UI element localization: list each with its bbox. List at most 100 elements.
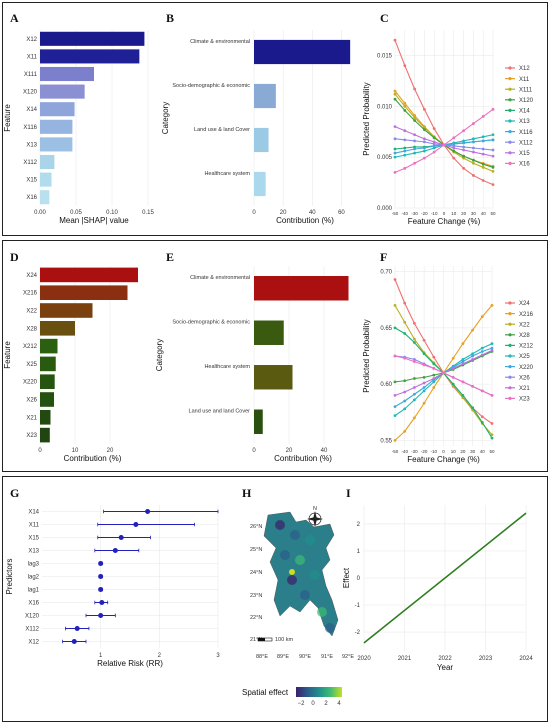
point-estimate xyxy=(98,574,104,579)
category-label: Land use and land Cover xyxy=(189,409,251,415)
panel-label: E xyxy=(166,250,174,264)
data-point xyxy=(472,161,475,165)
data-point xyxy=(403,104,407,108)
category-label: X22 xyxy=(26,309,37,315)
data-point xyxy=(403,101,407,105)
legend-tick-label: 4 xyxy=(337,701,341,707)
longitude-label: 89°E xyxy=(277,654,289,660)
data-point xyxy=(481,165,485,169)
category-label: X120 xyxy=(23,90,38,96)
legend-label: X23 xyxy=(519,397,530,403)
data-point xyxy=(403,320,407,324)
district-region xyxy=(275,520,285,530)
panel-label: G xyxy=(10,486,19,500)
x-tick-label: 20 xyxy=(286,448,293,454)
data-point xyxy=(413,337,416,341)
data-point xyxy=(472,174,475,177)
data-point xyxy=(461,362,465,366)
category-label: X14 xyxy=(28,510,39,516)
category-label: X12 xyxy=(26,37,37,43)
district-region xyxy=(305,535,315,545)
bar xyxy=(40,172,52,187)
category-label: lag2 xyxy=(28,575,40,581)
data-point xyxy=(480,415,484,419)
bar xyxy=(254,409,263,434)
y-axis-label: Feature xyxy=(3,104,12,132)
legend-marker xyxy=(508,354,512,358)
x-tick-label: 0.05 xyxy=(70,210,82,216)
longitude-label: 91°E xyxy=(321,654,333,660)
data-point xyxy=(422,375,426,379)
x-tick-label: 0 xyxy=(38,448,42,454)
category-label: lag1 xyxy=(28,588,40,594)
category-label: X16 xyxy=(28,601,39,607)
data-point xyxy=(452,136,456,140)
category-label: X15 xyxy=(26,178,37,184)
panel-f: F 0.55 0.60 0.65 0.70 -50 -40 -30 -20 -10 0 10 20 30 4… xyxy=(362,250,534,464)
forest-row xyxy=(94,600,109,605)
legend-marker xyxy=(508,343,512,347)
y-axis-label: Category xyxy=(161,102,170,134)
category-label: X16 xyxy=(26,195,37,201)
category-label: lag3 xyxy=(28,562,40,568)
bar xyxy=(40,303,93,318)
panel-d: D X24 X216 X22 X28 X212 X25 X220 X26 X21 X23 0 10 20C… xyxy=(3,250,138,463)
category-label: X220 xyxy=(23,380,38,386)
point-estimate xyxy=(99,600,105,605)
data-point xyxy=(491,165,495,169)
data-point xyxy=(432,366,436,370)
legend-label: X220 xyxy=(519,365,534,371)
data-point xyxy=(423,140,426,144)
forest-row xyxy=(98,587,104,592)
legend-label: X120 xyxy=(519,98,534,104)
category-label: X24 xyxy=(26,273,37,279)
data-point xyxy=(413,116,416,119)
data-point xyxy=(452,144,456,148)
category-label: X116 xyxy=(23,125,37,131)
data-point xyxy=(432,150,436,154)
data-point xyxy=(451,356,455,360)
category-label: X13 xyxy=(28,549,39,555)
data-point xyxy=(432,136,436,140)
category-label: X112 xyxy=(23,160,37,166)
category-label: Socio-demographic & economic xyxy=(172,320,250,326)
data-point xyxy=(413,119,416,122)
bar xyxy=(40,410,51,425)
data-point xyxy=(472,146,475,150)
data-point xyxy=(491,133,495,137)
data-point xyxy=(413,377,416,380)
data-point xyxy=(432,140,436,144)
legend-tick-label: 0 xyxy=(311,701,315,707)
data-point xyxy=(422,386,426,389)
category-label: Healthcare system xyxy=(204,171,250,177)
category-label: Healthcare system xyxy=(204,364,250,370)
district-region xyxy=(295,555,305,565)
bar xyxy=(40,267,138,283)
data-point xyxy=(393,171,397,174)
forest-row xyxy=(85,613,116,618)
data-point xyxy=(480,389,484,393)
data-point xyxy=(393,326,397,330)
data-point xyxy=(423,149,426,153)
data-point xyxy=(480,350,484,353)
x-axis-label: Contribution (%) xyxy=(276,216,334,225)
y-axis-label: Predicted Probability xyxy=(362,82,371,155)
data-point xyxy=(461,393,465,397)
bar xyxy=(40,392,54,407)
x-tick-label: 0 xyxy=(442,449,445,454)
bar xyxy=(254,39,351,65)
legend-label: X26 xyxy=(519,375,530,381)
panel-label: D xyxy=(10,250,19,264)
x-axis-label: Feature Change (%) xyxy=(407,455,480,464)
data-point xyxy=(462,129,465,133)
x-tick-label: 40 xyxy=(481,211,487,216)
latitude-label: 23°N xyxy=(250,593,262,599)
legend-label: X216 xyxy=(519,312,534,318)
x-tick-label: 20 xyxy=(107,448,114,454)
y-tick-label: 2 xyxy=(357,522,361,528)
data-point xyxy=(491,148,495,152)
point-estimate xyxy=(145,509,151,514)
legend-label: X25 xyxy=(519,354,530,360)
data-point xyxy=(422,363,426,367)
